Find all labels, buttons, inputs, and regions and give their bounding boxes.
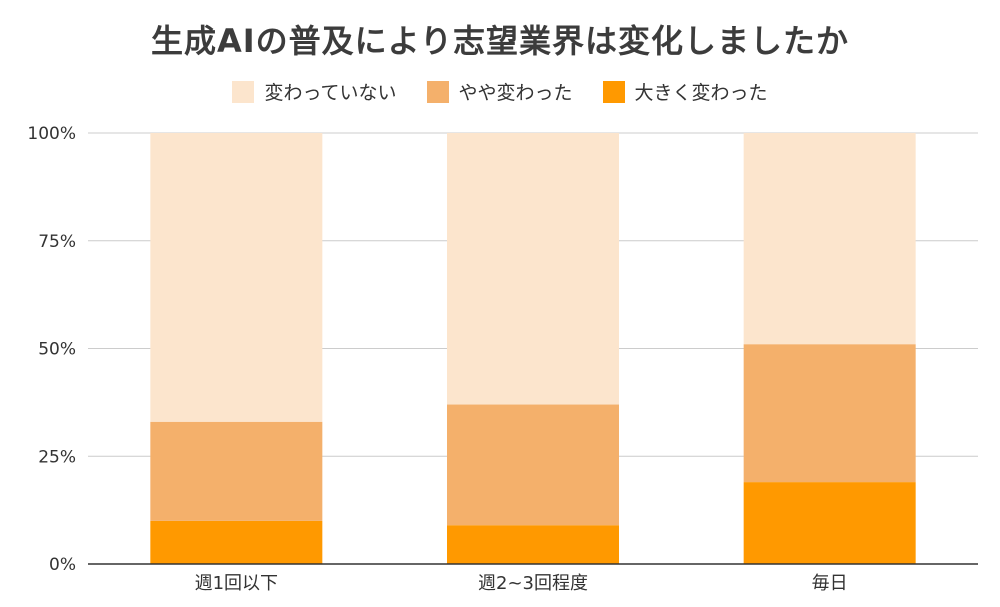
y-tick-label: 100% — [27, 124, 76, 144]
legend-label: 大きく変わった — [634, 82, 768, 104]
legend-item: やや変わった — [426, 78, 573, 105]
bar-segment — [150, 421, 323, 521]
legend-swatch — [426, 80, 449, 103]
bar-segment — [447, 133, 619, 405]
x-tick-label: 週2~3回程度 — [478, 573, 588, 594]
legend-swatch — [602, 80, 625, 103]
legend-swatch — [232, 80, 255, 103]
x-tick-label: 毎日 — [812, 573, 848, 594]
y-tick-label: 75% — [38, 232, 76, 252]
bar-segment — [743, 482, 916, 564]
legend-label: 変わっていない — [264, 82, 397, 104]
bar-segment — [150, 520, 323, 564]
y-tick-label: 0% — [49, 555, 76, 575]
legend-item: 大きく変わった — [602, 78, 768, 105]
y-tick-label: 25% — [38, 447, 76, 467]
x-tick-label: 週1回以下 — [195, 573, 278, 594]
bar-segment — [447, 525, 619, 564]
bar-segment — [743, 344, 916, 483]
chart-title: 生成AIの普及により志望業界は変化しましたか — [150, 22, 850, 60]
bar-segment — [743, 133, 916, 345]
legend-label: やや変わった — [458, 82, 573, 104]
y-tick-label: 50% — [38, 340, 76, 360]
legend-item: 変わっていない — [232, 78, 397, 105]
bar-segment — [150, 133, 323, 422]
legend: 変わっていない やや変わった 大きく変わった — [0, 78, 1000, 105]
bar-segment — [447, 404, 619, 526]
